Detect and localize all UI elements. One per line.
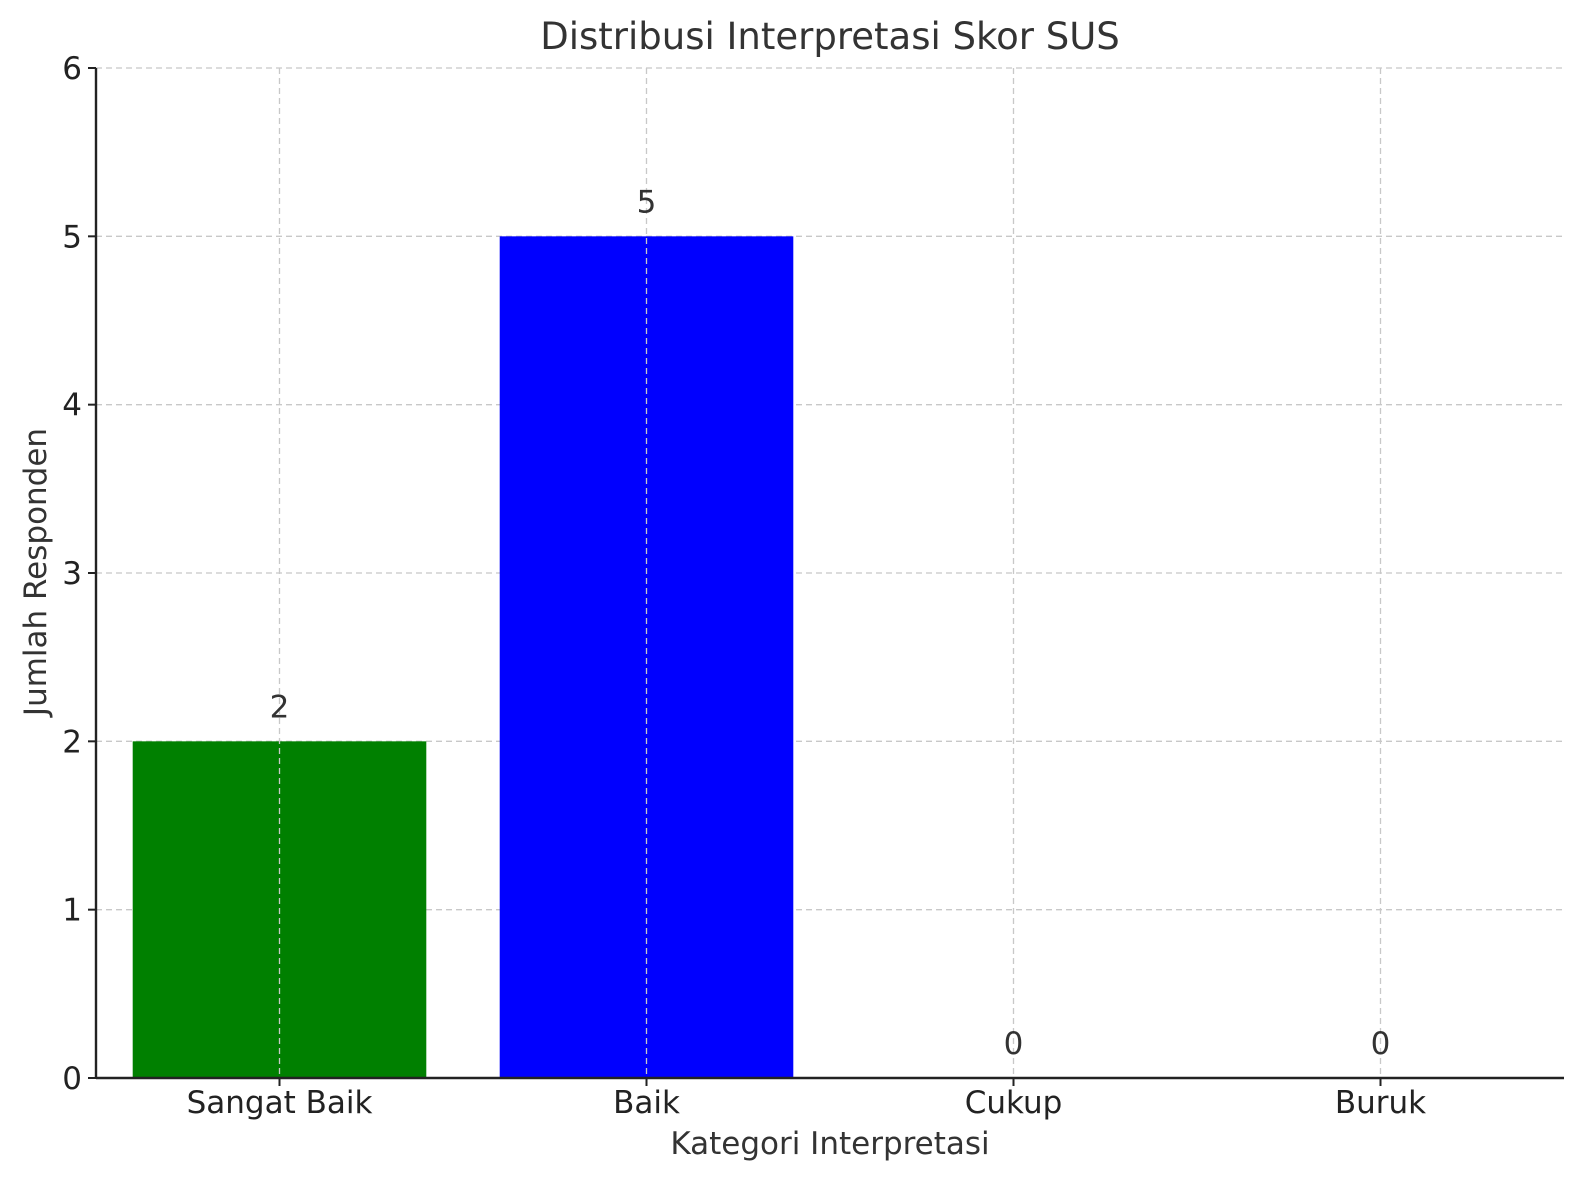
axis-layer	[88, 67, 1564, 1086]
bar-value-label: 5	[637, 184, 657, 220]
label-layer: 0 1 2 3 4 5 6 Sangat Baik 2 Baik 5 Cukup 0 Buruk 0	[62, 51, 1426, 1121]
y-tick-label: 1	[62, 893, 82, 929]
x-tick-label: Buruk	[1335, 1085, 1426, 1121]
x-tick-label: Baik	[613, 1085, 680, 1121]
bar-value-label: 0	[1371, 1026, 1391, 1062]
y-axis-label: Jumlah Responden	[18, 428, 54, 718]
chart-title: Distribusi Interpretasi Skor SUS	[540, 15, 1120, 58]
y-tick-label: 6	[62, 51, 82, 87]
bar	[499, 236, 794, 1079]
x-axis-label: Kategori Interpretasi	[670, 1126, 989, 1162]
x-tick-label: Sangat Baik	[187, 1085, 373, 1121]
y-tick-label: 2	[62, 724, 82, 760]
y-tick-label: 0	[62, 1061, 82, 1097]
x-tick-label: Cukup	[965, 1085, 1063, 1121]
y-tick-label: 4	[62, 388, 82, 424]
y-tick-label: 3	[62, 556, 82, 592]
y-tick-label: 5	[62, 219, 82, 255]
bar-layer	[132, 236, 794, 1079]
bar-value-label: 0	[1004, 1026, 1024, 1062]
bar-value-label: 2	[270, 689, 290, 725]
